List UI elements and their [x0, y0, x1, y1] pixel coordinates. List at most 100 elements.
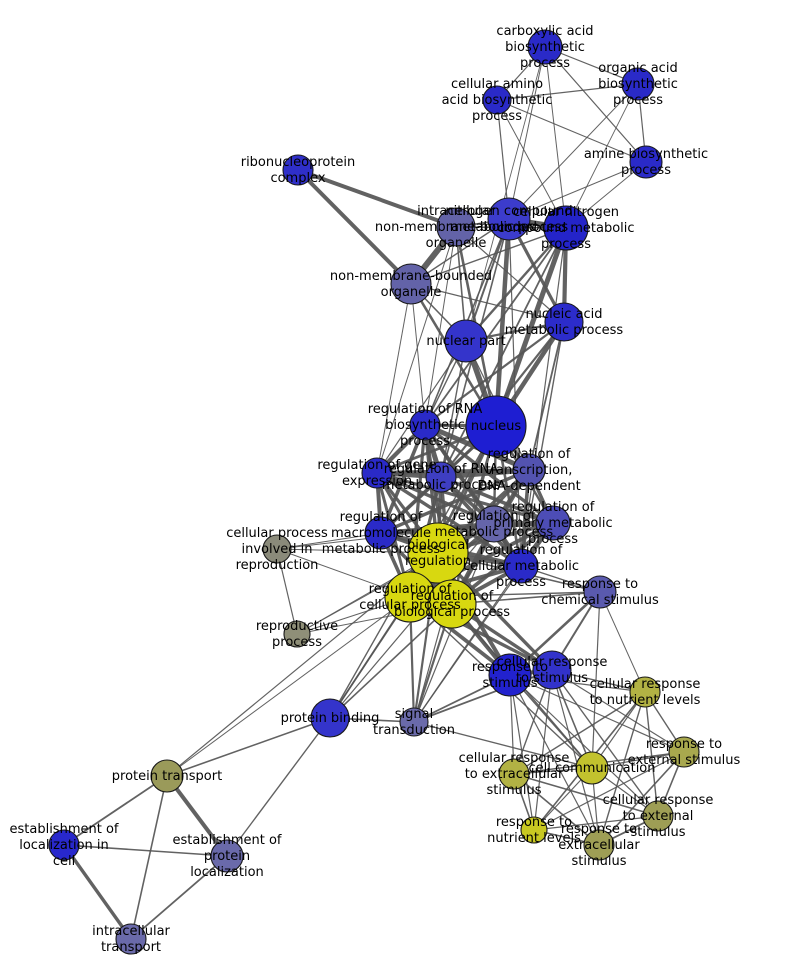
graph-node[interactable]: regulation of cellular metabolic process [503, 548, 539, 584]
graph-edge [276, 532, 382, 550]
graph-node[interactable]: nuclear part [444, 319, 488, 363]
graph-edge [376, 283, 412, 474]
graph-node[interactable]: response to stimulus [488, 653, 532, 697]
graph-node[interactable]: regulation of gene expression [361, 457, 393, 489]
graph-node-label: response to nutrient levels [487, 815, 581, 846]
graph-node[interactable]: nucleus [465, 395, 527, 457]
graph-node[interactable]: intracellular transport [115, 923, 147, 955]
graph-edge [465, 46, 546, 342]
graph-node[interactable]: protein binding [310, 698, 350, 738]
graph-node[interactable]: regulation of transcription, DNA-depende… [512, 453, 546, 487]
graph-node[interactable]: ribonucleoprotein complex [282, 154, 314, 186]
graph-edge [599, 591, 646, 693]
graph-node[interactable]: cellular nitrogen compound metabolic pro… [543, 205, 589, 251]
graph-node[interactable]: response to extracellular stimulus [583, 829, 615, 861]
graph-edge [465, 218, 510, 342]
graph-node-label: reproductive process [256, 619, 338, 650]
graph-node-label: response to stimulus [472, 660, 548, 691]
graph-node[interactable]: cellular response to stimulus [532, 650, 572, 690]
graph-edge [62, 844, 133, 940]
graph-node[interactable]: cellular response to nutrient levels [629, 676, 661, 708]
graph-node-label: cellular process involved in reproduction [226, 526, 328, 573]
graph-node-label: non-membrane-bounded organelle [330, 269, 492, 300]
label-layer: carboxylic acid biosynthetic process organi… [10, 24, 741, 955]
graph-edge [508, 161, 647, 220]
graph-edge [376, 471, 554, 525]
graph-node[interactable]: cellular process involved in reproductio… [262, 534, 292, 564]
graph-node-label: regulation of RNA metabolic process [382, 462, 501, 493]
graph-edge [513, 773, 659, 817]
graph-node-label: regulation of macromolecule metabolic proc… [322, 510, 441, 557]
graph-node-label: regulation of cellular process [359, 582, 461, 613]
graph-node[interactable]: amine biosynthetic process [629, 145, 663, 179]
graph-edge [376, 340, 467, 474]
graph-node-label: amine biosynthetic process [584, 147, 708, 178]
graph-node-label: establishment of localization in cell [10, 822, 119, 869]
graph-node[interactable]: cellular response to extracellular stimu… [498, 758, 530, 790]
graph-node[interactable]: organic acid biosynthetic process [621, 67, 655, 101]
graph-node[interactable]: response to external stimulus [668, 736, 700, 768]
graph-edge [513, 773, 600, 846]
graph-node-label: carboxylic acid biosynthetic process [496, 24, 593, 71]
graph-node-label: signal transduction [373, 707, 455, 738]
graph-edge [376, 471, 495, 526]
graph-node[interactable]: protein transport [150, 759, 184, 793]
graph-edge [533, 669, 553, 831]
graph-node-label: response to chemical stimulus [541, 577, 659, 608]
graph-node[interactable]: nucleic acid metabolic process [544, 302, 584, 342]
graph-node[interactable]: regulation of RNA metabolic process [425, 461, 457, 493]
graph-node-label: regulation of gene expression [317, 458, 436, 489]
graph-edge [410, 283, 565, 323]
graph-edge [508, 218, 522, 567]
graph-node[interactable]: signal transduction [399, 707, 429, 737]
graph-node[interactable]: nitrogen compound metabolic process [487, 197, 531, 241]
graph-node[interactable]: cellular response to external stimulus [642, 800, 674, 832]
graph-node[interactable]: intracellular non-membrane-bounded organ… [436, 207, 476, 247]
graph-edge [376, 226, 457, 474]
graph-node-label: cellular response to external stimulus [603, 793, 714, 840]
graph-node-label: cellular nitrogen compound metabolic proce… [497, 205, 634, 252]
graph-node-label: regulation of metabolic process [435, 509, 554, 540]
graph-node-label: response to external stimulus [628, 737, 741, 768]
graph-edge [509, 674, 600, 846]
graph-node-label: nitrogen compound metabolic process [445, 204, 572, 235]
graph-node[interactable]: reproductive process [283, 620, 311, 648]
graph-node[interactable]: cell communication [575, 751, 609, 785]
graph-edge [130, 855, 228, 940]
graph-edge [451, 591, 601, 605]
graph-node[interactable]: regulation of macromolecule metabolic pr… [364, 516, 398, 550]
graph-node[interactable]: carboxylic acid biosynthetic process [527, 29, 563, 65]
graph-edge [544, 46, 647, 163]
graph-node[interactable]: response to chemical stimulus [583, 575, 617, 609]
graph-edge [63, 844, 228, 857]
graph-edge [551, 669, 685, 753]
graph-edge [424, 226, 457, 426]
graph-edge [165, 774, 229, 858]
graph-node[interactable]: non-membrane-bounded organelle [390, 263, 432, 305]
graph-edge [424, 321, 565, 426]
graph-node[interactable]: cellular amino acid biosynthetic process [482, 85, 512, 115]
graph-node[interactable]: regulation of metabolic process [475, 505, 513, 543]
graph-edge [329, 603, 453, 719]
graph-node[interactable]: establishment of protein localization [210, 839, 244, 873]
graph-edge [440, 227, 567, 478]
graph-node[interactable]: regulation of primary metabolic process [535, 505, 571, 541]
graph-node[interactable]: regulation of biological process [427, 579, 477, 629]
graph-node-label: intracellular non-membrane-bounded organel… [375, 204, 537, 251]
graph-edge [413, 721, 593, 769]
graph-node[interactable]: response to nutrient levels [520, 816, 548, 844]
graph-edge [508, 83, 639, 220]
graph-edge [424, 227, 567, 426]
graph-node[interactable]: regulation of RNA biosynthetic process [409, 409, 441, 441]
graph-node-label: response to extracellular stimulus [558, 822, 640, 869]
graph-edge [565, 83, 639, 229]
graph-edge [551, 669, 600, 846]
graph-node[interactable]: biological regulation [407, 522, 469, 584]
graph-node[interactable]: establishment of localization in cell [48, 829, 80, 861]
graph-edge [276, 548, 298, 635]
graph-edge [166, 596, 411, 777]
edge-layer [62, 46, 685, 940]
graph-edge [226, 717, 331, 857]
graph-edge [644, 691, 659, 817]
